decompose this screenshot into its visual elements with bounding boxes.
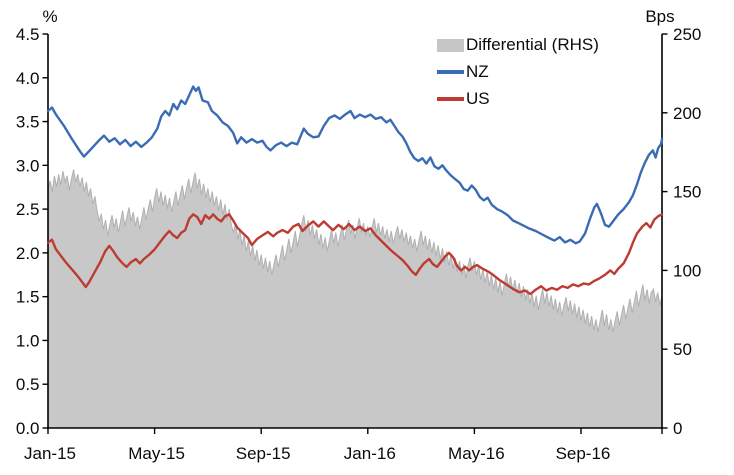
x-axis-tick-label: May-16	[448, 444, 505, 463]
percent-axis-label: %	[42, 7, 57, 26]
legend-item-nz: NZ	[437, 63, 599, 81]
legend-label-differential: Differential (RHS)	[466, 35, 599, 54]
us-line	[46, 213, 664, 296]
x-axis-tick-label: Jan-15	[24, 444, 76, 463]
left-axis-tick-label: 3.5	[16, 113, 40, 132]
left-axis-tick-label: 1.0	[16, 331, 40, 350]
right-axis-tick-label: 250	[673, 25, 701, 44]
chart-legend: Differential (RHS) NZ US	[437, 36, 599, 108]
left-axis-tick-label: 0.0	[16, 419, 40, 438]
bps-axis-label: Bps	[645, 7, 674, 26]
legend-item-us: US	[437, 90, 599, 108]
x-axis-tick-label: Sep-15	[236, 444, 291, 463]
us-line-swatch-icon	[437, 97, 464, 101]
left-axis-tick-label: 1.5	[16, 288, 40, 307]
right-axis-tick-label: 0	[673, 419, 682, 438]
right-axis-tick-label: 100	[673, 261, 701, 280]
legend-label-nz: NZ	[466, 62, 489, 81]
right-axis-tick-label: 150	[673, 183, 701, 202]
x-axis-tick-label: May-15	[128, 444, 185, 463]
x-axis-tick-label: Sep-16	[556, 444, 611, 463]
x-axis-tick-label: Jan-16	[344, 444, 396, 463]
differential-area	[48, 169, 662, 428]
legend-item-differential: Differential (RHS)	[437, 36, 599, 54]
left-axis-tick-label: 4.0	[16, 69, 40, 88]
left-axis-tick-label: 3.0	[16, 156, 40, 175]
nz-line	[46, 85, 664, 245]
nz-line-swatch-icon	[437, 70, 464, 74]
differential-swatch-icon	[437, 38, 464, 52]
right-axis-tick-label: 50	[673, 340, 692, 359]
right-axis-tick-label: 200	[673, 104, 701, 123]
left-axis-tick-label: 0.5	[16, 375, 40, 394]
differential-area-edge	[47, 169, 663, 332]
left-axis-tick-label: 2.5	[16, 200, 40, 219]
legend-label-us: US	[466, 89, 490, 108]
left-axis-tick-label: 4.5	[16, 25, 40, 44]
left-axis-tick-label: 2.0	[16, 244, 40, 263]
